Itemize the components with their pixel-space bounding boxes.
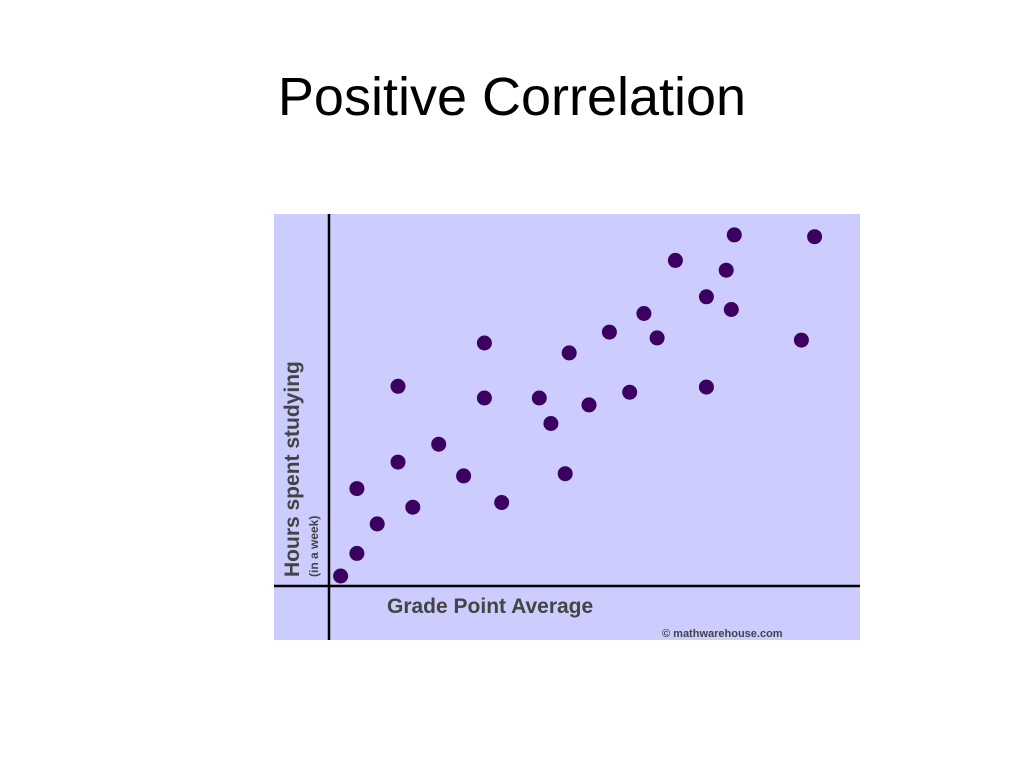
y-axis-label: Hours spent studying xyxy=(281,361,304,577)
plot-background xyxy=(274,214,860,640)
data-point-25 xyxy=(718,262,734,278)
data-point-10 xyxy=(476,335,492,351)
data-point-20 xyxy=(636,306,652,321)
data-point-22 xyxy=(667,252,683,268)
data-point-15 xyxy=(557,466,573,482)
data-point-1 xyxy=(333,568,349,584)
data-point-21 xyxy=(649,330,665,346)
data-point-26 xyxy=(723,302,739,317)
data-point-2 xyxy=(349,545,365,561)
data-point-5 xyxy=(390,378,406,394)
data-point-3 xyxy=(349,481,365,497)
data-point-24 xyxy=(698,379,714,395)
data-point-18 xyxy=(601,324,617,340)
data-point-4 xyxy=(369,516,385,532)
points-layer xyxy=(333,227,823,584)
data-point-7 xyxy=(405,499,421,515)
credit-text: © mathwarehouse.com xyxy=(662,628,783,640)
data-point-8 xyxy=(431,436,447,452)
y-axis-note: (in a week) xyxy=(307,516,321,577)
data-point-27 xyxy=(726,227,742,243)
data-point-28 xyxy=(793,332,809,348)
data-point-11 xyxy=(476,390,492,406)
data-point-12 xyxy=(494,495,510,510)
data-point-13 xyxy=(531,390,547,406)
data-point-14 xyxy=(543,416,559,431)
data-point-6 xyxy=(390,454,406,470)
data-point-16 xyxy=(561,345,577,361)
data-point-19 xyxy=(622,384,638,400)
data-point-23 xyxy=(698,289,714,305)
x-axis-label: Grade Point Average xyxy=(387,595,593,618)
data-point-9 xyxy=(456,468,472,484)
slide-title: Positive Correlation xyxy=(277,67,747,127)
scatter-plot-svg: Grade Point Average Hours spent studying… xyxy=(274,214,860,640)
data-point-29 xyxy=(807,229,823,245)
data-point-17 xyxy=(581,397,597,413)
scatter-chart: Grade Point Average Hours spent studying… xyxy=(274,214,860,640)
